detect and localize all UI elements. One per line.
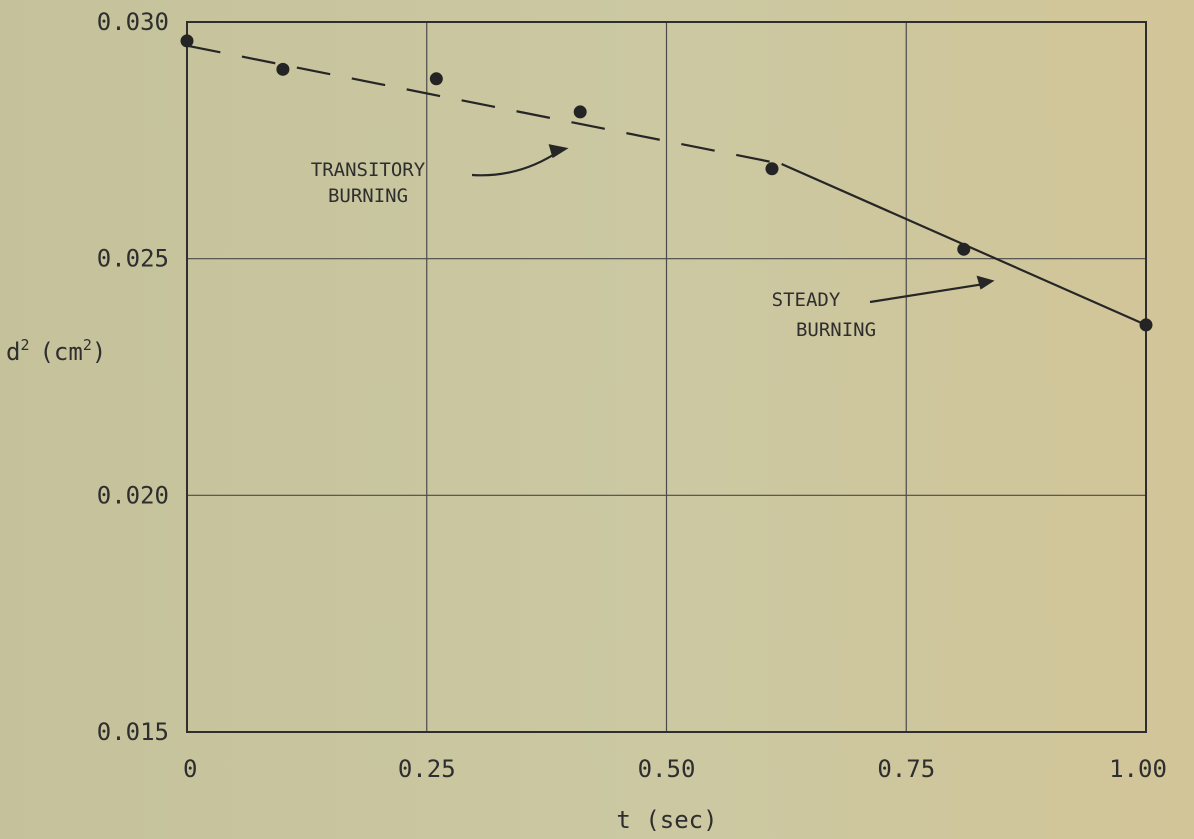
y-tick-labels: 0.015 0.020 0.025 0.030 xyxy=(97,8,169,746)
data-point xyxy=(180,34,194,48)
steady-annotation-text: STEADY xyxy=(772,289,841,311)
y-axis-label-sup: 2 xyxy=(20,336,29,354)
y-axis-label-unit-sup: 2 xyxy=(83,336,92,354)
y-axis-label-base: d xyxy=(6,338,20,366)
x-tick-label: 0.75 xyxy=(877,755,935,783)
y-axis-label: d2 (cm2) xyxy=(6,336,106,366)
data-point xyxy=(1139,318,1153,332)
y-tick-label: 0.015 xyxy=(97,718,169,746)
plot-frame xyxy=(186,21,1147,733)
y-tick-label: 0.020 xyxy=(97,481,169,509)
x-tick-label: 0.50 xyxy=(638,755,696,783)
x-tick-labels: 0 0.25 0.50 0.75 1.00 xyxy=(183,755,1167,783)
y-axis-label-unit: (cm xyxy=(39,338,82,366)
x-tick-label: 0 xyxy=(183,755,197,783)
data-point xyxy=(957,242,971,256)
steady-annotation-text: BURNING xyxy=(796,319,876,341)
steady-arrowhead xyxy=(976,275,995,290)
transitory-arrow xyxy=(471,149,562,177)
x-axis-label: t (sec) xyxy=(616,806,717,834)
data-point xyxy=(573,105,587,119)
transitory-annotation-text: BURNING xyxy=(328,185,408,207)
grid-lines xyxy=(186,21,1147,733)
y-tick-label: 0.025 xyxy=(97,245,169,273)
steady-arrow xyxy=(869,283,981,304)
y-tick-label: 0.030 xyxy=(97,8,169,36)
annotations: TRANSITORY BURNING STEADY BURNING xyxy=(311,144,995,341)
data-points xyxy=(180,34,1153,332)
transitory-annotation-text: TRANSITORY xyxy=(311,159,426,181)
data-point xyxy=(765,162,779,176)
transitory-arrowhead xyxy=(548,144,569,159)
x-tick-label: 0.25 xyxy=(398,755,456,783)
transitory-fit-line xyxy=(186,44,782,166)
data-point xyxy=(429,72,443,86)
data-point xyxy=(276,62,290,76)
x-tick-label: 1.00 xyxy=(1109,755,1167,783)
y-axis-label-close: ) xyxy=(92,338,106,366)
